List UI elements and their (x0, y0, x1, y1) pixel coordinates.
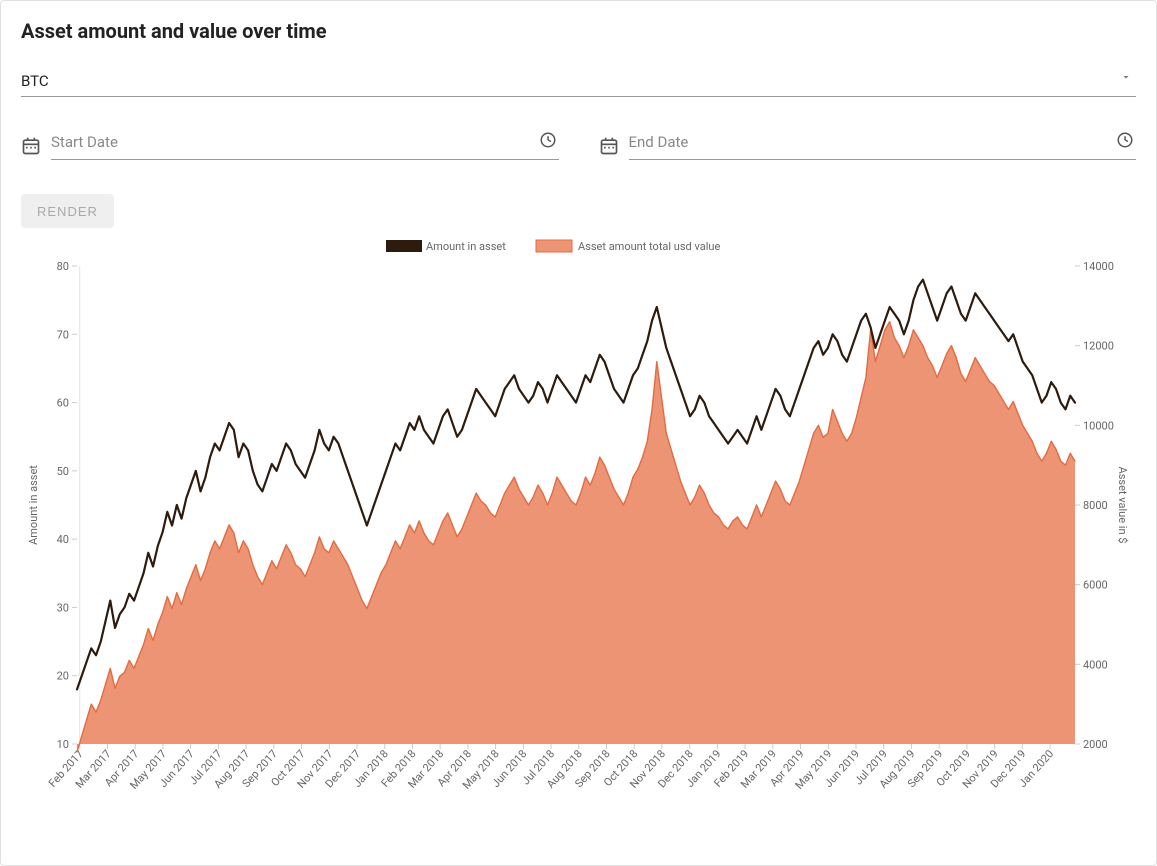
date-range-row: Start Date (21, 131, 1136, 160)
clock-icon (539, 131, 557, 149)
svg-text:Amount in asset: Amount in asset (27, 465, 40, 545)
svg-text:8000: 8000 (1083, 499, 1108, 512)
end-date-field[interactable]: End Date (599, 131, 1137, 160)
end-date-placeholder: End Date (629, 133, 689, 151)
svg-text:20: 20 (57, 670, 69, 683)
chart-svg: Amount in asset Asset amount total usd va… (21, 236, 1131, 816)
calendar-icon (21, 136, 41, 156)
svg-text:80: 80 (57, 260, 69, 273)
start-date-placeholder: Start Date (51, 133, 118, 151)
svg-text:60: 60 (57, 397, 69, 410)
svg-text:10000: 10000 (1083, 419, 1114, 432)
svg-text:14000: 14000 (1083, 260, 1114, 273)
svg-text:2000: 2000 (1083, 738, 1108, 751)
svg-text:Asset amount total usd value: Asset amount total usd value (578, 240, 720, 253)
calendar-icon (599, 136, 619, 156)
svg-text:50: 50 (57, 465, 69, 478)
chevron-down-icon (1120, 71, 1132, 83)
svg-text:6000: 6000 (1083, 579, 1108, 592)
end-date-input[interactable]: End Date (629, 131, 1137, 160)
asset-select-value: BTC (21, 72, 49, 90)
svg-text:Amount in asset: Amount in asset (426, 240, 506, 253)
svg-text:30: 30 (57, 601, 69, 614)
page-title: Asset amount and value over time (21, 19, 1136, 43)
clock-icon (1116, 131, 1134, 149)
svg-text:4000: 4000 (1083, 658, 1108, 671)
start-date-field[interactable]: Start Date (21, 131, 559, 160)
svg-text:70: 70 (57, 328, 69, 341)
svg-text:10: 10 (57, 738, 69, 751)
render-button[interactable]: RENDER (21, 194, 114, 228)
svg-text:40: 40 (57, 533, 69, 546)
chart-container: Amount in asset Asset amount total usd va… (21, 236, 1131, 818)
svg-text:Asset value in $: Asset value in $ (1116, 467, 1129, 544)
svg-text:12000: 12000 (1083, 340, 1114, 353)
asset-select[interactable]: BTC (21, 71, 1136, 97)
card: Asset amount and value over time BTC St (0, 0, 1157, 866)
start-date-input[interactable]: Start Date (51, 131, 559, 160)
